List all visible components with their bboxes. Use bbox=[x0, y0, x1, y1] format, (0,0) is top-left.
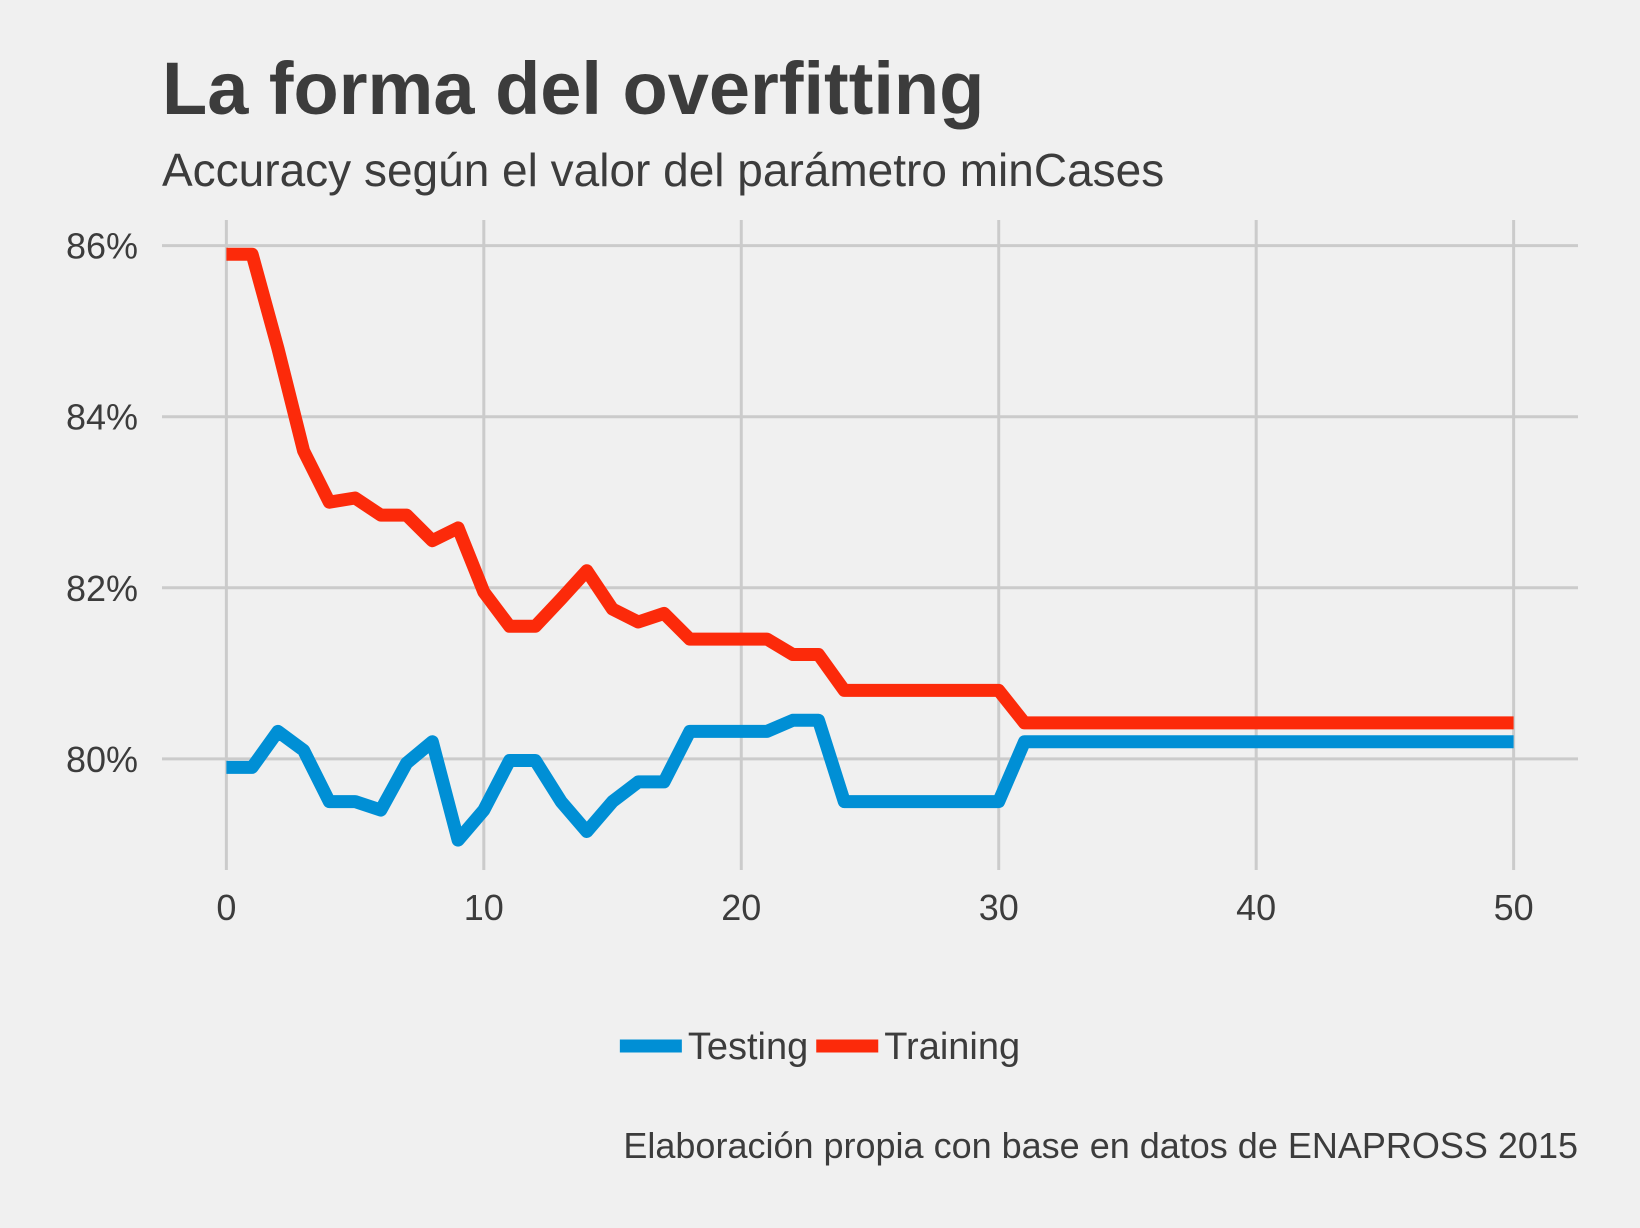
x-tick-label: 40 bbox=[1236, 887, 1276, 928]
x-tick-label: 10 bbox=[464, 887, 504, 928]
y-tick-label: 86% bbox=[66, 226, 138, 267]
series-line-testing bbox=[226, 713, 1514, 847]
y-axis-ticks: 80% 82% 84% 86% bbox=[66, 226, 138, 780]
caption: Elaboración propia con base en datos de … bbox=[623, 1125, 1578, 1166]
y-tick-label: 84% bbox=[66, 397, 138, 438]
chart-subtitle: Accuracy según el valor del parámetro mi… bbox=[162, 144, 1164, 196]
y-tick-label: 82% bbox=[66, 568, 138, 609]
series-line-training bbox=[226, 247, 1514, 730]
grid-lines bbox=[162, 220, 1578, 870]
series-lines bbox=[226, 247, 1514, 847]
y-tick-label: 80% bbox=[66, 739, 138, 780]
legend-label-testing: Testing bbox=[688, 1026, 808, 1068]
x-tick-label: 30 bbox=[979, 887, 1019, 928]
x-tick-label: 20 bbox=[721, 887, 761, 928]
x-tick-label: 50 bbox=[1494, 887, 1534, 928]
x-tick-label: 0 bbox=[216, 887, 236, 928]
legend-label-training: Training bbox=[884, 1026, 1020, 1068]
legend: Testing Training bbox=[619, 1026, 1020, 1068]
x-axis-ticks: 0 10 20 30 40 50 bbox=[216, 887, 1533, 928]
chart-title: La forma del overfitting bbox=[162, 47, 984, 130]
